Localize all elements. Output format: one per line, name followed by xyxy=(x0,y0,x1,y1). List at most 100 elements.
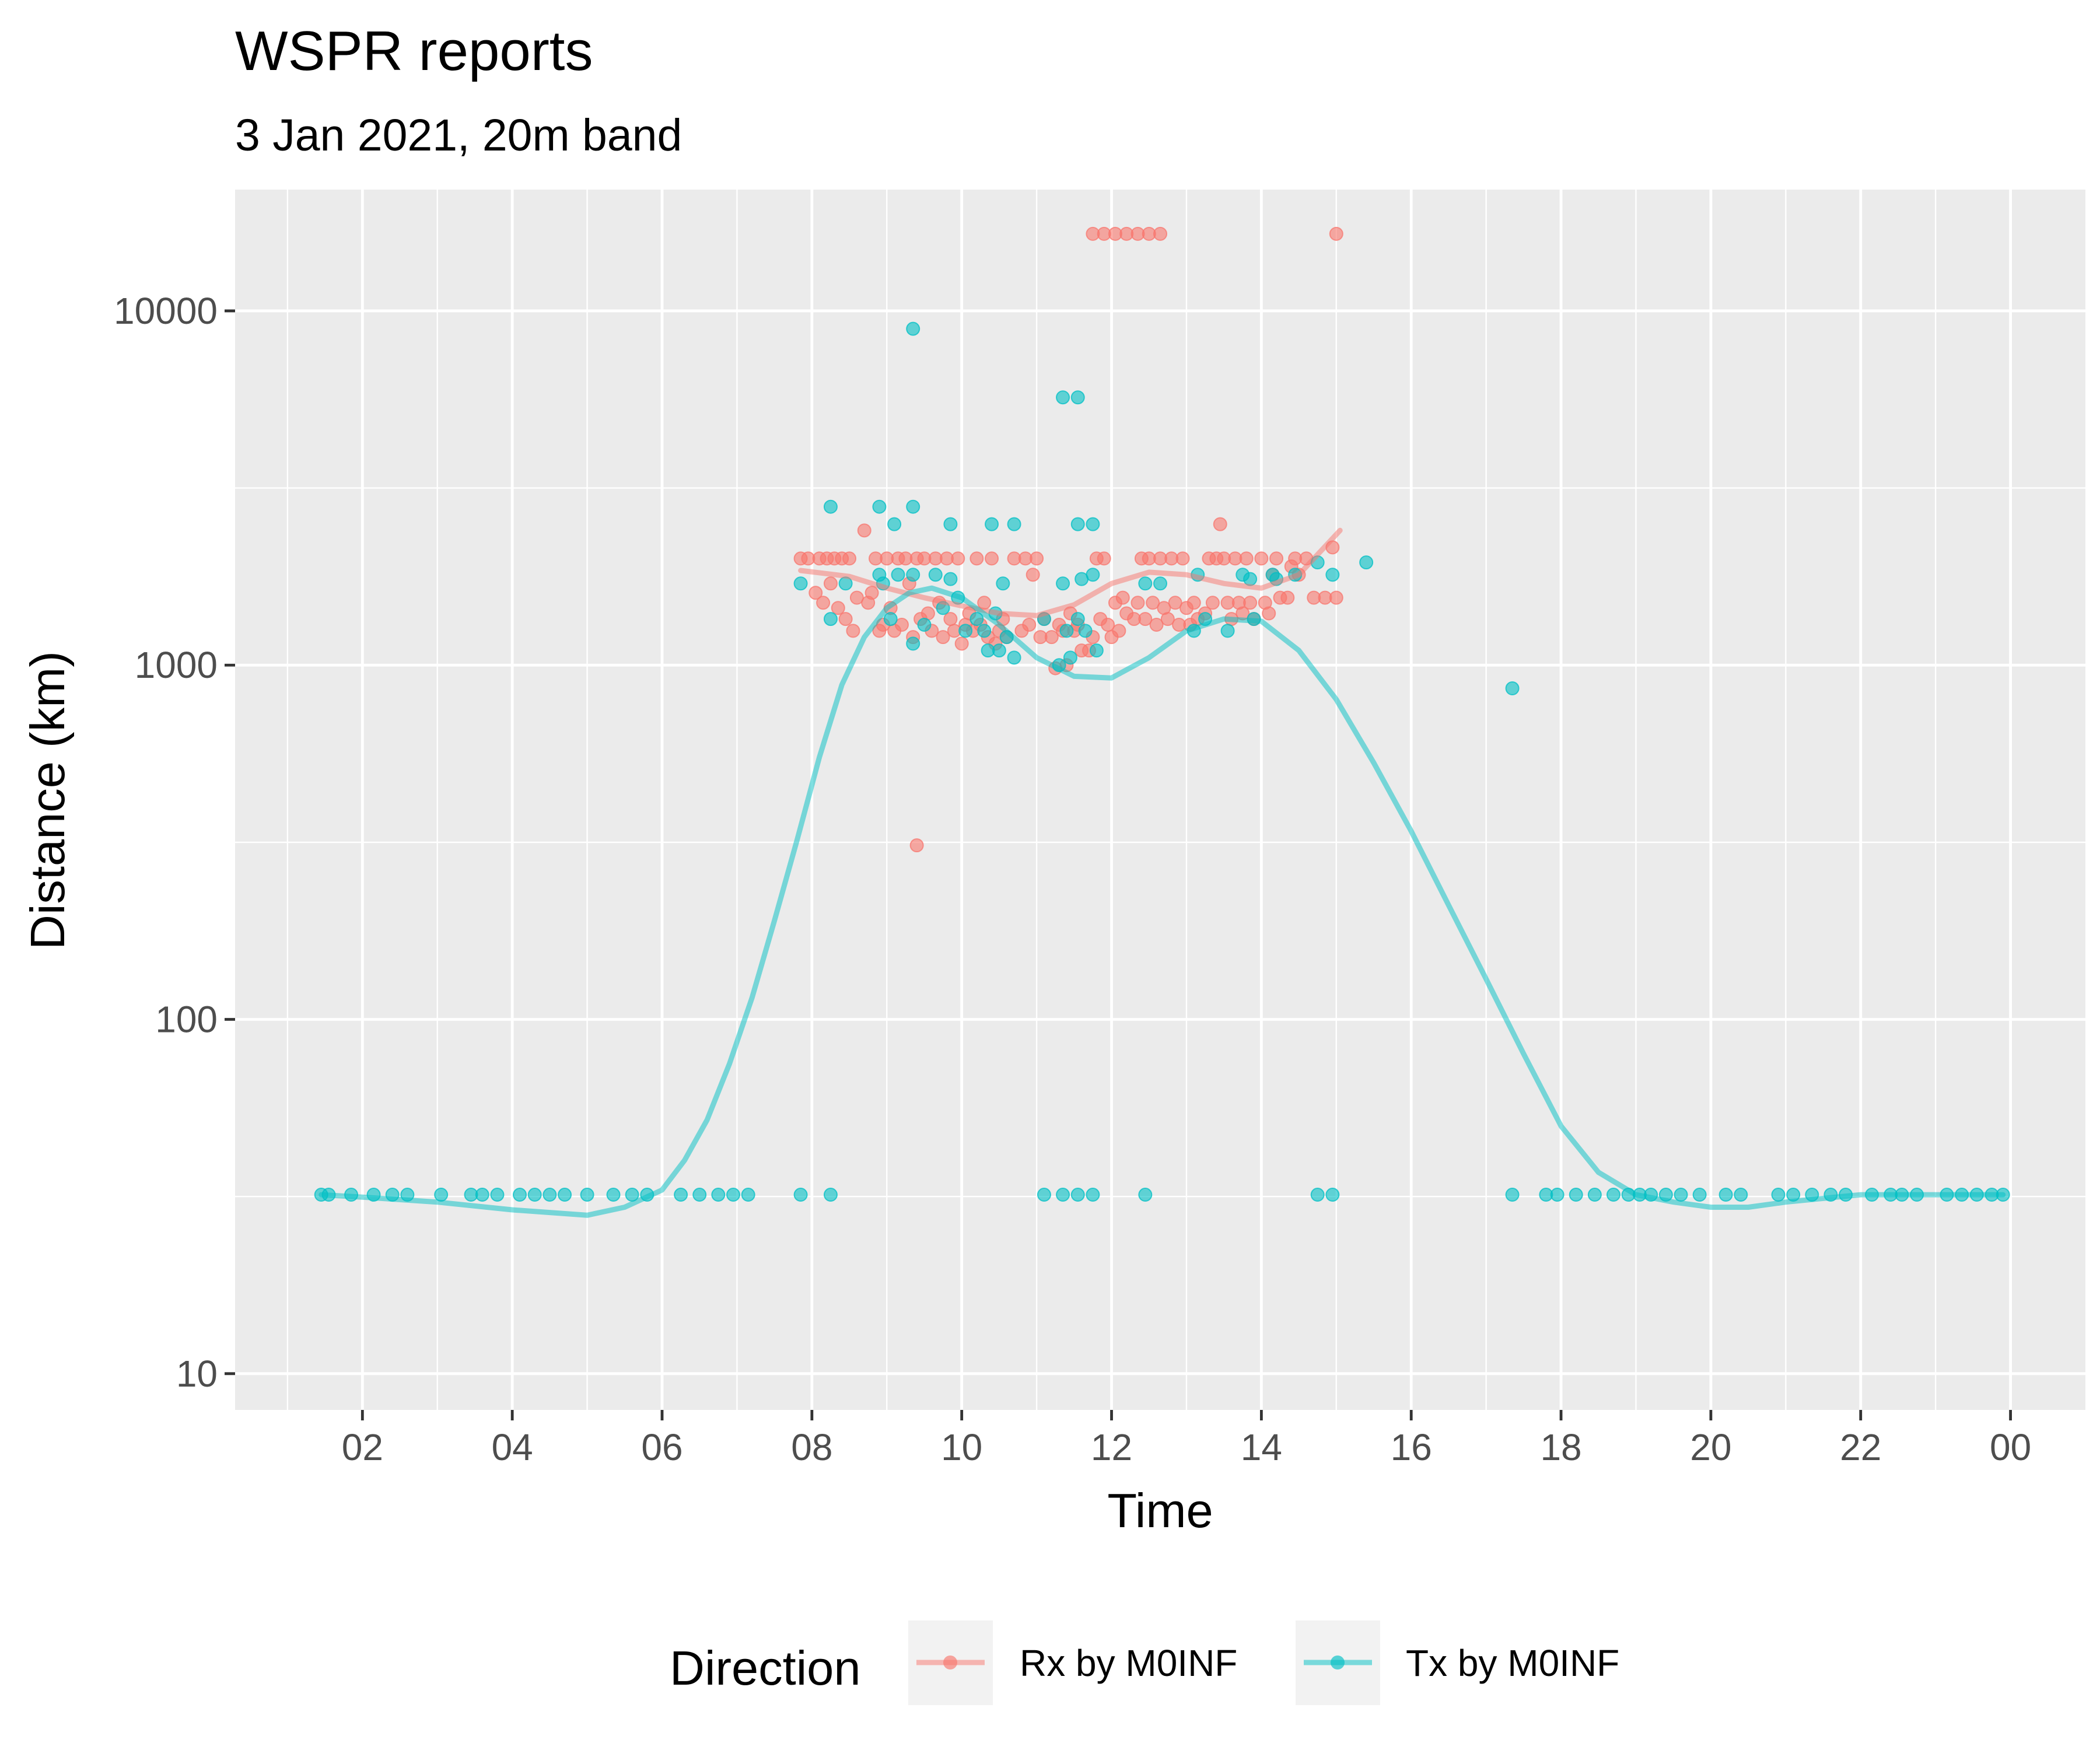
data-point xyxy=(1037,1188,1051,1202)
data-point xyxy=(906,568,921,582)
data-point xyxy=(883,612,898,626)
data-point xyxy=(1115,590,1130,605)
data-point xyxy=(977,624,992,638)
data-point xyxy=(823,576,838,591)
smooth-line-rx xyxy=(798,527,1343,618)
data-point xyxy=(1213,517,1227,531)
data-point xyxy=(1160,612,1175,626)
data-point xyxy=(1044,630,1059,645)
data-point xyxy=(1310,1188,1325,1202)
data-point xyxy=(816,596,831,610)
data-point xyxy=(1587,1188,1602,1202)
data-point xyxy=(1149,618,1164,632)
data-point xyxy=(1718,1188,1733,1202)
data-point xyxy=(1070,1188,1085,1202)
x-axis-title: Time xyxy=(1107,1483,1213,1538)
data-point xyxy=(1022,618,1037,632)
data-point xyxy=(1007,650,1021,665)
data-point xyxy=(985,551,999,566)
data-point xyxy=(1734,1188,1748,1202)
data-point xyxy=(891,568,905,582)
data-point xyxy=(838,612,853,626)
y-tick-label: 1000 xyxy=(135,644,218,686)
data-point xyxy=(711,1188,726,1202)
data-point xyxy=(1153,576,1167,591)
chart-subtitle: 3 Jan 2021, 20m band xyxy=(235,110,682,160)
legend-entry-rx: Rx by M0INF xyxy=(908,1620,1237,1705)
x-axis: 02 04 06 08 10 12 14 16 18 20 22 00 xyxy=(342,1410,2031,1468)
data-point xyxy=(996,576,1010,591)
data-point xyxy=(857,523,872,538)
data-point xyxy=(970,612,984,626)
data-point xyxy=(823,1188,838,1202)
data-point xyxy=(985,517,999,531)
data-point xyxy=(513,1188,527,1202)
x-tick-label: 06 xyxy=(641,1426,682,1468)
data-point xyxy=(527,1188,542,1202)
data-point xyxy=(1771,1188,1786,1202)
legend-label: Tx by M0INF xyxy=(1406,1642,1619,1684)
data-point xyxy=(558,1188,572,1202)
y-tick-label: 10000 xyxy=(114,290,218,332)
y-tick-label: 10 xyxy=(176,1353,218,1395)
data-point xyxy=(1086,517,1100,531)
data-point xyxy=(1329,590,1343,605)
data-point xyxy=(992,643,1006,658)
data-point xyxy=(1254,551,1269,566)
data-point xyxy=(1112,624,1126,638)
data-point xyxy=(842,551,857,566)
chart-title: WSPR reports xyxy=(235,20,593,82)
data-point xyxy=(1205,596,1220,610)
data-point xyxy=(894,618,909,632)
data-point xyxy=(1505,1188,1520,1202)
x-tick-label: 00 xyxy=(1990,1426,2031,1468)
legend-title: Direction xyxy=(670,1641,861,1695)
data-point xyxy=(434,1188,449,1202)
legend: Direction Rx by M0INF Tx by M0INF xyxy=(670,1620,1619,1705)
data-point xyxy=(1243,596,1258,610)
data-point xyxy=(1070,612,1085,626)
data-point xyxy=(906,321,921,336)
data-point xyxy=(872,499,887,514)
data-point xyxy=(1063,650,1077,665)
data-point xyxy=(580,1188,594,1202)
data-point xyxy=(943,517,958,531)
data-point xyxy=(692,1188,707,1202)
data-point xyxy=(823,499,838,514)
data-point xyxy=(674,1188,688,1202)
y-tick-label: 100 xyxy=(155,999,218,1041)
legend-label: Rx by M0INF xyxy=(1020,1642,1237,1684)
data-point xyxy=(741,1188,755,1202)
x-tick-label: 04 xyxy=(492,1426,533,1468)
data-point xyxy=(1078,624,1093,638)
data-point xyxy=(1325,568,1340,582)
data-point xyxy=(1030,551,1044,566)
data-point xyxy=(906,636,921,651)
data-point xyxy=(1146,596,1160,610)
data-point xyxy=(1086,1188,1100,1202)
smooth-line-tx xyxy=(318,585,2006,1218)
data-point xyxy=(887,517,902,531)
data-point xyxy=(1674,1188,1688,1202)
data-point xyxy=(943,612,958,626)
data-point xyxy=(1280,590,1295,605)
data-point xyxy=(1692,1188,1707,1202)
data-point xyxy=(1070,517,1085,531)
x-tick-label: 22 xyxy=(1840,1426,1881,1468)
data-point xyxy=(1138,576,1153,591)
data-point xyxy=(1262,606,1276,621)
data-point xyxy=(1239,551,1254,566)
data-point xyxy=(1220,624,1235,638)
data-point xyxy=(1138,1188,1153,1202)
data-point xyxy=(823,612,838,626)
data-point xyxy=(958,624,973,638)
data-point xyxy=(1186,596,1201,610)
data-point xyxy=(1056,390,1070,405)
x-tick-label: 02 xyxy=(342,1426,383,1468)
x-tick-label: 16 xyxy=(1391,1426,1432,1468)
x-tick-label: 20 xyxy=(1690,1426,1731,1468)
y-axis: 10 100 1000 10000 xyxy=(114,290,235,1395)
x-tick-label: 08 xyxy=(791,1426,832,1468)
data-point xyxy=(906,499,921,514)
